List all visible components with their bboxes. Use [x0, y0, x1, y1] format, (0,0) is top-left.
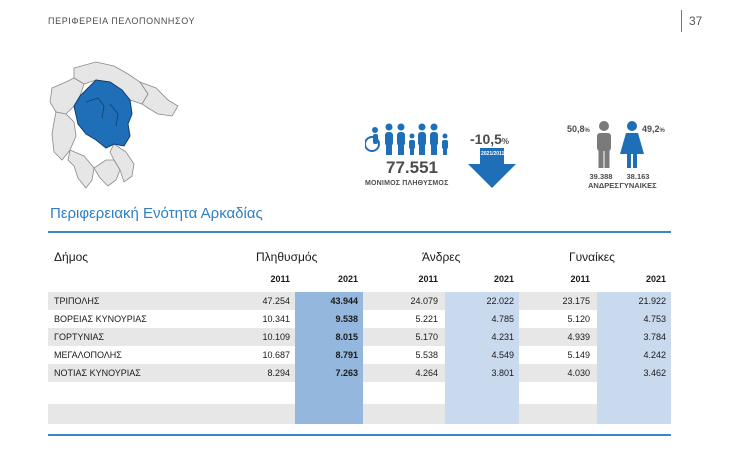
cell-men-2021: 3.801 [491, 368, 514, 378]
arrow-label: 2021/2011 [481, 151, 505, 157]
municipality-name: ΓΟΡΤΥΝΙΑΣ [54, 332, 105, 342]
cell-men-2011: 5.538 [415, 350, 438, 360]
table-row: ΒΟΡΕΙΑΣ ΚΥΝΟΥΡΙΑΣ 10.341 9.538 5.221 4.785 5.… [0, 310, 731, 328]
male-icon [597, 121, 611, 168]
cell-pop-2021: 8.015 [335, 332, 358, 342]
arrow-down-icon [468, 148, 516, 188]
cell-men-2021: 4.549 [491, 350, 514, 360]
female-icon [620, 121, 644, 168]
header-women: Γυναίκες [569, 250, 615, 264]
cell-women-2021: 21.922 [638, 296, 666, 306]
header-men: Άνδρες [422, 250, 461, 264]
year-women-2021: 2021 [645, 274, 666, 284]
municipality-name: ΜΕΓΑΛΟΠΟΛΗΣ [54, 350, 122, 360]
population-total: 77.551 [386, 158, 438, 177]
section-divider [48, 231, 671, 233]
female-count: 38.163 ΓΥΝΑΙΚΕΣ [619, 172, 657, 190]
year-pop-2021: 2021 [337, 274, 358, 284]
header-population: Πληθυσμός [256, 250, 318, 264]
year-men-2021: 2021 [493, 274, 514, 284]
male-count: 39.388 ΑΝΔΡΕΣ [588, 172, 619, 190]
cell-men-2011: 5.170 [415, 332, 438, 342]
women-2021-band [597, 292, 671, 424]
cell-women-2021: 4.242 [643, 350, 666, 360]
cell-pop-2011: 10.109 [262, 332, 290, 342]
cell-men-2011: 4.264 [415, 368, 438, 378]
cell-pop-2011: 10.687 [262, 350, 290, 360]
region-title: ΠΕΡΙΦΕΡΕΙΑ ΠΕΛΟΠΟΝΝΗΣΟΥ [48, 16, 196, 26]
year-pop-2011: 2011 [270, 274, 290, 284]
men-2021-band [445, 292, 519, 424]
municipality-name: ΤΡΙΠΟΛΗΣ [54, 296, 100, 306]
cell-men-2011: 5.221 [415, 314, 438, 324]
cell-men-2021: 4.785 [491, 314, 514, 324]
cell-women-2021: 4.753 [643, 314, 666, 324]
header-divider [681, 10, 682, 32]
cell-pop-2011: 8.294 [267, 368, 290, 378]
cell-men-2011: 24.079 [410, 296, 438, 306]
municipality-name: ΝΟΤΙΑΣ ΚΥΝΟΥΡΙΑΣ [54, 368, 141, 378]
table-row: ΝΟΤΙΑΣ ΚΥΝΟΥΡΙΑΣ 8.294 7.263 4.264 3.801 4.03… [0, 364, 731, 382]
population-change: -10,5% [470, 131, 510, 147]
male-percentage: 50,8% [567, 124, 590, 134]
cell-women-2021: 3.462 [643, 368, 666, 378]
header-municipality: Δήμος [54, 250, 89, 264]
year-men-2011: 2011 [418, 274, 438, 284]
page-number: 37 [689, 14, 703, 28]
cell-pop-2021: 8.791 [335, 350, 358, 360]
cell-women-2011: 4.939 [567, 332, 590, 342]
gender-icons [597, 121, 644, 168]
section-title: Περιφερειακή Ενότητα Αρκαδίας [50, 205, 263, 222]
cell-women-2011: 23.175 [562, 296, 590, 306]
table-row: ΜΕΓΑΛΟΠΟΛΗΣ 10.687 8.791 5.538 4.549 5.149 4.2… [0, 346, 731, 364]
population-family-icon [365, 123, 448, 155]
table-row: ΤΡΙΠΟΛΗΣ 47.254 43.944 24.079 22.022 23.175 21… [0, 292, 731, 310]
table-bottom-rule [48, 434, 671, 436]
cell-pop-2021: 43.944 [330, 296, 358, 306]
table-row: ΓΟΡΤΥΝΙΑΣ 10.109 8.015 5.170 4.231 4.939 3.784 [0, 328, 731, 346]
population-label: ΜΟΝΙΜΟΣ ΠΛΗΘΥΣΜΟΣ [365, 180, 449, 187]
cell-pop-2011: 10.341 [262, 314, 290, 324]
cell-men-2021: 22.022 [486, 296, 514, 306]
peloponnese-map [49, 61, 179, 189]
year-women-2011: 2011 [570, 274, 590, 284]
cell-women-2011: 5.149 [567, 350, 590, 360]
cell-men-2021: 4.231 [491, 332, 514, 342]
population-2021-band [295, 292, 363, 424]
cell-pop-2021: 9.538 [335, 314, 358, 324]
cell-pop-2011: 47.254 [262, 296, 290, 306]
female-percentage: 49,2% [642, 124, 665, 134]
cell-pop-2021: 7.263 [335, 368, 358, 378]
cell-women-2011: 5.120 [567, 314, 590, 324]
cell-women-2021: 3.784 [643, 332, 666, 342]
cell-women-2011: 4.030 [567, 368, 590, 378]
municipality-name: ΒΟΡΕΙΑΣ ΚΥΝΟΥΡΙΑΣ [54, 314, 147, 324]
